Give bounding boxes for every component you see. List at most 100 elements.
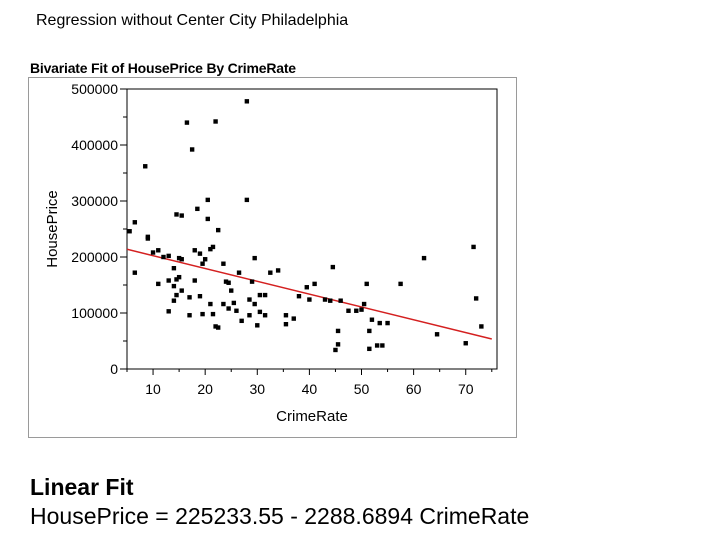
data-point [471,244,476,250]
data-point [380,343,385,348]
data-point [171,298,177,303]
data-point [184,120,190,125]
data-point [312,281,317,287]
data-point [187,313,192,318]
data-point [192,248,197,253]
data-points [127,99,484,353]
data-point [174,277,179,282]
data-point [385,320,390,326]
data-point [268,270,273,275]
data-point [328,298,333,303]
report-frame [28,77,517,438]
data-point [244,197,250,203]
data-point [176,255,182,261]
x-tick-label: 60 [406,381,422,397]
data-point [174,292,179,298]
data-point [187,295,192,300]
y-tick-label: 400000 [71,137,118,153]
data-point [231,300,237,306]
y-tick-label: 300000 [71,193,118,209]
data-point [354,308,359,313]
data-point [205,197,210,203]
data-point [226,306,231,311]
data-point [335,342,341,347]
data-point [176,274,182,280]
data-point [156,281,161,287]
data-point [322,297,328,302]
y-tick-label: 0 [110,361,118,377]
slide-title: Regression without Center City Philadelp… [36,12,349,29]
data-point [252,301,257,307]
data-point [213,119,218,124]
data-point [257,309,263,315]
data-point [150,250,156,255]
data-point [161,254,166,260]
data-point [247,313,252,318]
data-point [202,257,208,262]
data-point [330,264,336,270]
data-point [205,216,210,222]
data-point [166,253,171,259]
data-point [229,288,234,293]
data-point [307,297,312,302]
data-point [213,324,218,329]
data-point [346,308,351,313]
data-point [283,322,289,327]
data-point [369,317,375,322]
data-point [215,227,221,233]
data-point [215,325,221,330]
data-point [143,164,148,169]
data-point [398,281,403,287]
data-point [434,332,440,337]
data-point [156,248,161,253]
x-tick-label: 70 [458,381,474,397]
x-tick-label: 30 [249,381,265,397]
data-point [197,294,203,299]
data-point [291,316,296,321]
data-point [210,311,216,317]
data-point [221,261,226,266]
data-point [208,301,213,307]
data-point [179,257,184,262]
data-point [361,301,367,307]
data-point [200,261,205,266]
data-point [145,236,151,241]
data-point [421,255,427,261]
data-point [171,266,177,271]
data-point [200,311,205,317]
data-point [127,229,132,234]
data-point [179,288,184,293]
x-tick-label: 10 [145,381,161,397]
fit-line [126,248,492,340]
x-tick-label: 50 [354,381,370,397]
x-axis-label: CrimeRate [276,408,348,425]
data-point [359,307,364,312]
data-point [195,206,200,212]
data-point [226,280,231,285]
y-tick-label: 200000 [71,249,118,265]
data-point [473,296,479,301]
data-point [377,320,382,326]
data-point [374,343,380,348]
data-point [179,213,184,218]
x-tick-label: 20 [197,381,213,397]
data-point [171,283,177,289]
data-point [247,297,252,302]
x-tick-label: 40 [302,381,318,397]
x-axis: 10 20 30 40 50 60 70 [126,369,493,397]
data-point [255,323,260,328]
data-point [234,308,239,313]
data-point [132,270,138,275]
data-point [174,212,179,217]
data-point [367,346,372,352]
data-point [166,309,171,314]
data-point [335,328,341,334]
report-heading: Bivariate Fit of HousePrice By CrimeRate [30,60,296,76]
y-tick-label: 100000 [71,305,118,321]
data-point [223,279,229,284]
y-axis: 0 100000 200000 300000 400000 500000 [71,81,127,377]
data-point [304,285,309,290]
data-point [132,220,138,225]
data-point [257,292,263,298]
data-point [463,341,468,346]
